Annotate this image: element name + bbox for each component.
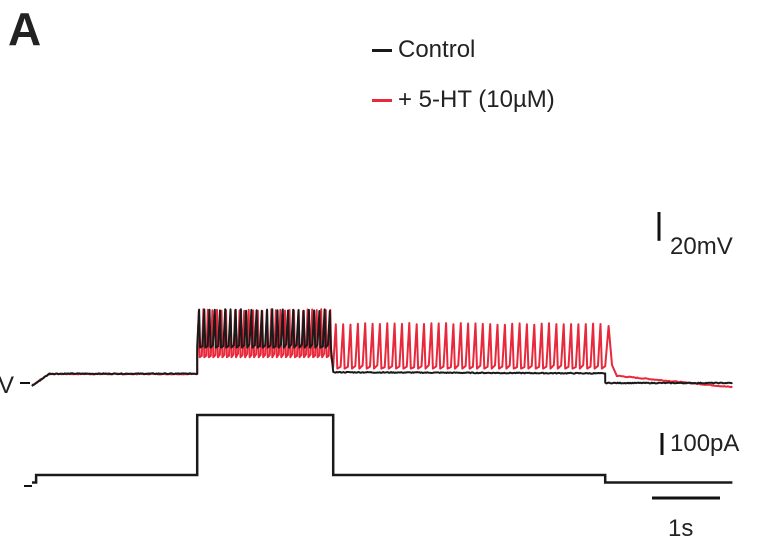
voltage-edge-label: V <box>0 372 15 399</box>
voltage-trace-serotonin <box>31 308 733 389</box>
edge-markers <box>20 382 32 487</box>
legend-label-control: Control <box>398 36 476 63</box>
legend-item-serotonin: + 5-HT (10µM) <box>372 86 555 114</box>
scale-bars <box>652 212 720 500</box>
legend-swatch-control <box>372 48 392 52</box>
voltage-trace-control <box>31 308 733 387</box>
legend-swatch-serotonin <box>372 98 392 102</box>
legend-label-serotonin: + 5-HT (10µM) <box>398 86 555 113</box>
legend-item-control: Control <box>372 36 475 64</box>
panel-letter: A <box>8 3 42 55</box>
voltage-scale-label: 20mV <box>670 233 733 260</box>
current-edge-label: I <box>0 467 1 495</box>
current-scale-label: 100pA <box>670 430 740 457</box>
current-trace <box>32 413 733 484</box>
time-scale-label: 1s <box>668 515 694 542</box>
current-step-line <box>32 413 733 484</box>
voltage-traces <box>31 308 733 389</box>
